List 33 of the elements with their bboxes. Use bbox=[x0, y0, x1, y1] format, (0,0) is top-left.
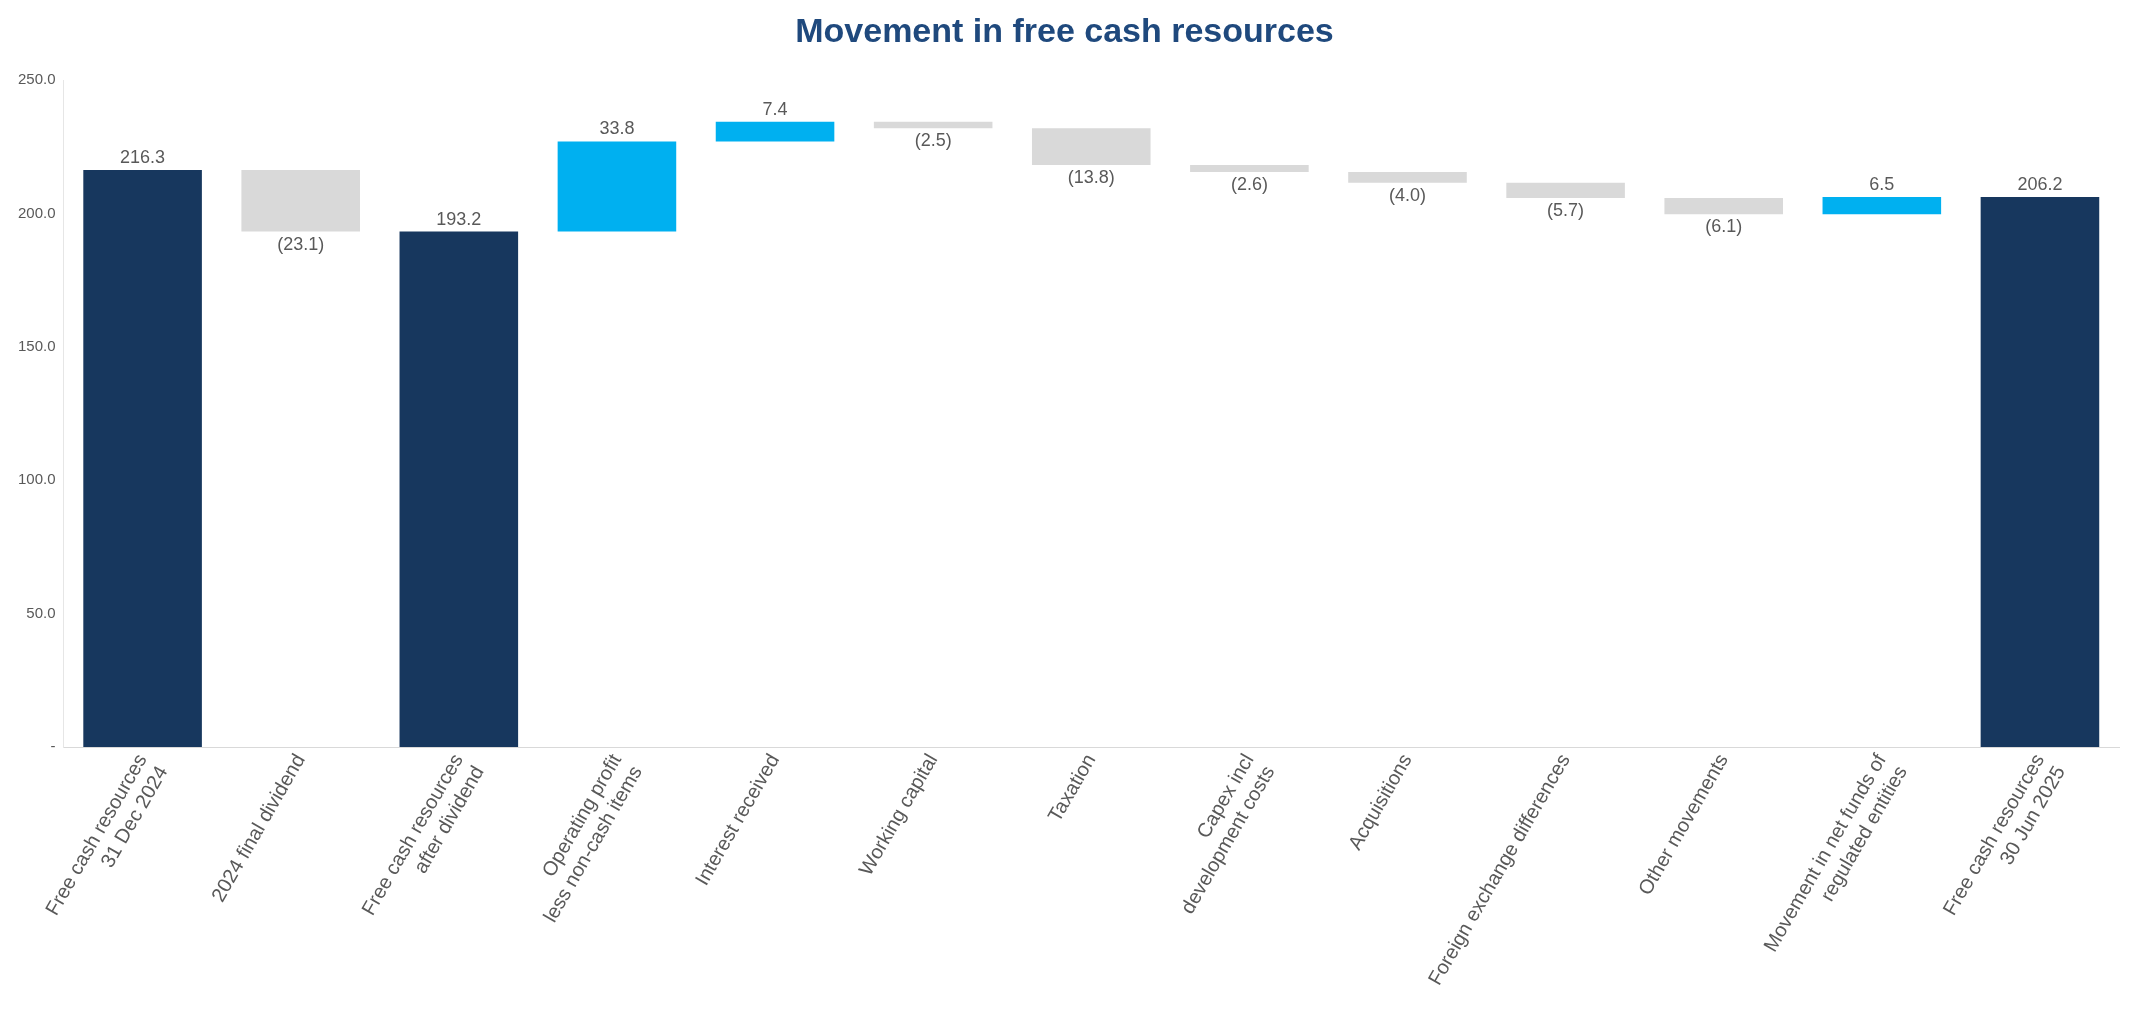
bar bbox=[1980, 196, 2100, 748]
data-label: (5.7) bbox=[1547, 199, 1585, 220]
bar bbox=[715, 121, 835, 142]
data-label: 206.2 bbox=[2017, 173, 2063, 194]
data-label: 193.2 bbox=[436, 208, 482, 229]
bar bbox=[1348, 172, 1467, 183]
bar bbox=[1822, 196, 1942, 215]
y-tick-label: 250.0 bbox=[17, 70, 56, 88]
data-label: (4.0) bbox=[1388, 184, 1426, 205]
y-tick-label: - bbox=[50, 737, 56, 755]
data-label: 6.5 bbox=[1869, 173, 1895, 194]
chart-title: Movement in free cash resources bbox=[794, 10, 1335, 51]
bar bbox=[873, 121, 993, 129]
data-label: 216.3 bbox=[120, 146, 166, 167]
y-tick-label: 150.0 bbox=[17, 336, 56, 354]
bar bbox=[1190, 165, 1309, 173]
bar bbox=[241, 169, 360, 232]
y-tick-label: 50.0 bbox=[26, 603, 56, 621]
bar bbox=[557, 141, 677, 232]
data-label: (2.6) bbox=[1230, 174, 1268, 195]
y-tick-label: 100.0 bbox=[17, 470, 56, 488]
data-label: (13.8) bbox=[1067, 167, 1115, 188]
bar bbox=[1506, 182, 1625, 198]
y-tick-label: 200.0 bbox=[17, 203, 56, 221]
bar bbox=[399, 231, 519, 748]
bar bbox=[1031, 128, 1151, 166]
bar bbox=[83, 169, 202, 748]
bar bbox=[1664, 197, 1784, 215]
data-label: (2.5) bbox=[914, 130, 952, 151]
data-label: 7.4 bbox=[762, 98, 788, 119]
data-label: (6.1) bbox=[1705, 216, 1743, 237]
data-label: (23.1) bbox=[277, 233, 325, 254]
data-label: 33.8 bbox=[599, 118, 635, 139]
